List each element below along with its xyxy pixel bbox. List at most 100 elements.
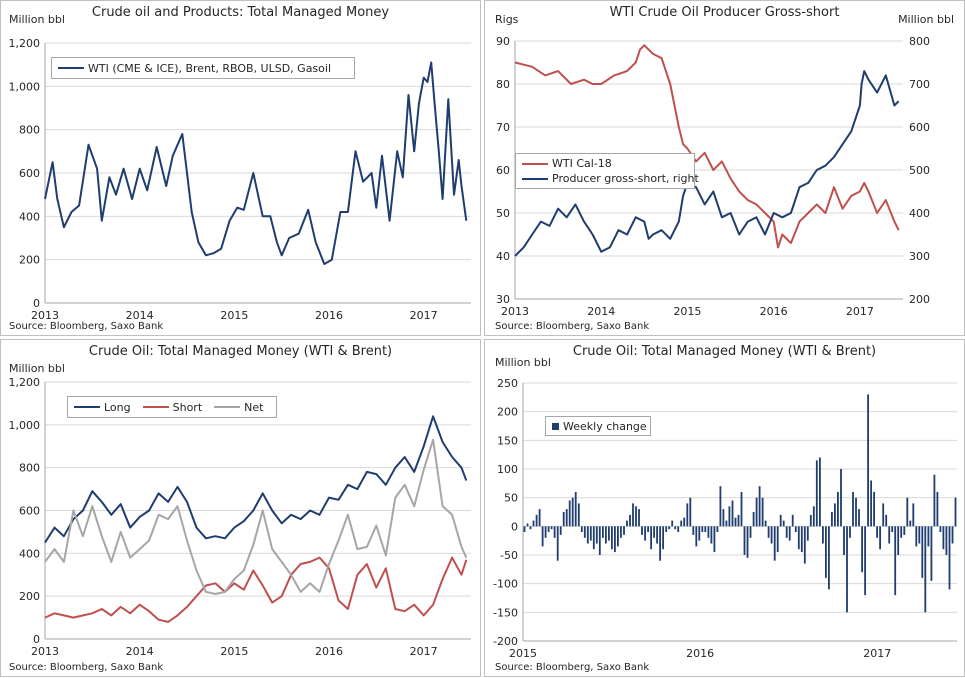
legend-label: Long: [104, 400, 131, 414]
y-tick-label: -150: [493, 606, 518, 619]
bar-weekly-change: [728, 506, 731, 527]
bar-weekly-change: [677, 526, 680, 532]
legend-item: Short: [142, 400, 203, 414]
bar-weekly-change: [740, 491, 743, 527]
bar-weekly-change: [683, 517, 686, 527]
bar-weekly-change: [891, 526, 894, 532]
bar-weekly-change: [535, 514, 538, 527]
bar-weekly-change: [912, 503, 915, 527]
y-tick-label: 600: [19, 167, 40, 180]
legend-label: WTI (CME & ICE), Brent, RBOB, ULSD, Gaso…: [88, 61, 332, 75]
bar-weekly-change: [602, 526, 604, 538]
bar-weekly-change: [529, 526, 532, 530]
chart-title: Crude Oil: Total Managed Money (WTI & Br…: [572, 344, 877, 359]
bar-weekly-change: [764, 520, 767, 527]
bar-weekly-change: [809, 514, 812, 527]
bar-weekly-change: [758, 486, 761, 527]
y-tick-label: 1,200: [9, 37, 41, 50]
bar-weekly-change: [692, 526, 695, 535]
y-axis-label-left: Rigs: [495, 13, 519, 26]
bar-weekly-change: [819, 457, 821, 527]
bar-weekly-change: [852, 491, 854, 527]
bar-weekly-change: [918, 526, 921, 544]
x-tick-label: 2015: [673, 305, 701, 318]
source-note: Source: Bloomberg, Saxo Bank: [9, 321, 164, 332]
y-tick-label: 100: [497, 463, 518, 476]
legend-label: WTI Cal-18: [552, 157, 612, 170]
bar-weekly-change: [782, 520, 785, 527]
bar-weekly-change: [626, 520, 628, 527]
bar-weekly-change: [556, 526, 559, 561]
y-axis-label: Million bbl: [9, 362, 65, 375]
legend-item: WTI (CME & ICE), Brent, RBOB, ULSD, Gaso…: [58, 62, 331, 75]
bar-weekly-change: [788, 526, 791, 541]
chart-plot-area: 0 200 400 600 800 1,000 1,200 2013 2014 2015 2016 2…: [9, 376, 471, 658]
x-tick-label: 2014: [126, 309, 154, 322]
bar-weekly-change: [623, 526, 625, 535]
bar-weekly-change: [834, 503, 836, 527]
bar-weekly-change: [638, 509, 640, 527]
bar-weekly-change: [794, 526, 797, 532]
legend-swatch-icon: [214, 406, 241, 408]
x-tick-label: 2013: [31, 645, 59, 658]
legend-label: Short: [172, 400, 203, 414]
y-tick-label: 150: [497, 434, 518, 447]
y-tick-label: 200: [19, 590, 40, 603]
bar-weekly-change: [574, 491, 577, 527]
y-tick-label: 90: [496, 35, 510, 48]
bar-weekly-change: [873, 491, 876, 527]
bar-weekly-change: [743, 526, 746, 555]
y-tick-label-right: 200: [909, 293, 930, 306]
chart-title: Crude Oil: Total Managed Money (WTI & Br…: [88, 344, 393, 359]
bar-weekly-change: [879, 526, 882, 550]
y-tick-label-right: 800: [909, 35, 930, 48]
legend-label: Weekly change: [563, 419, 647, 433]
bar-weekly-change: [734, 517, 737, 527]
bar-weekly-change: [800, 526, 803, 553]
series-line-wti-cme-ice-brent-rbob-ulsd-gasoil: [44, 61, 468, 265]
bar-weekly-change: [544, 526, 547, 538]
x-tick-label: 2017: [410, 645, 438, 658]
legend-swatch-icon: [522, 162, 548, 165]
bar-weekly-change: [909, 520, 912, 527]
legend-swatch-icon: [74, 406, 100, 408]
bar-weekly-change: [942, 526, 945, 550]
bar-weekly-change: [803, 526, 806, 564]
bar-weekly-change: [608, 526, 610, 541]
x-tick-label: 2014: [587, 305, 615, 318]
y-tick-label: 40: [496, 250, 510, 263]
x-tick-label: 2016: [760, 305, 788, 318]
chart-title: WTI Crude Oil Producer Gross-short: [609, 5, 840, 20]
bar-weekly-change: [680, 520, 683, 527]
bar-weekly-change: [954, 497, 957, 527]
bar-weekly-change: [939, 526, 942, 532]
bar-weekly-change: [571, 497, 574, 527]
source-note: Source: Bloomberg, Saxo Bank: [495, 662, 650, 673]
bar-weekly-change: [951, 526, 954, 544]
legend-item: WTI Cal-18: [522, 157, 612, 170]
x-tick-label: 2013: [501, 305, 529, 318]
bar-weekly-change: [840, 469, 842, 527]
x-tick-label: 2017: [846, 305, 874, 318]
bar-weekly-change: [605, 526, 607, 544]
legend-item: Weekly change: [552, 420, 647, 433]
y-tick-label: 200: [19, 254, 40, 267]
bar-weekly-change: [867, 394, 870, 527]
bar-weekly-change: [825, 526, 827, 578]
legend-item: Producer gross-short, right: [522, 172, 699, 185]
bar-weekly-change: [635, 506, 637, 527]
bar-weekly-change: [713, 526, 716, 553]
bar-weekly-change: [858, 509, 860, 527]
bar-weekly-change: [538, 509, 541, 527]
bar-weekly-change: [930, 526, 933, 581]
bar-weekly-change: [755, 497, 758, 527]
bar-weekly-change: [779, 514, 782, 527]
y-tick-label: 200: [497, 406, 518, 419]
x-tick-label: 2013: [31, 309, 59, 322]
bar-weekly-change: [674, 526, 677, 530]
bar-weekly-change: [656, 526, 659, 544]
bar-weekly-change: [629, 514, 631, 527]
bar-weekly-change: [906, 497, 909, 527]
y-tick-label: 0: [33, 633, 40, 646]
bar-weekly-change: [611, 526, 613, 550]
